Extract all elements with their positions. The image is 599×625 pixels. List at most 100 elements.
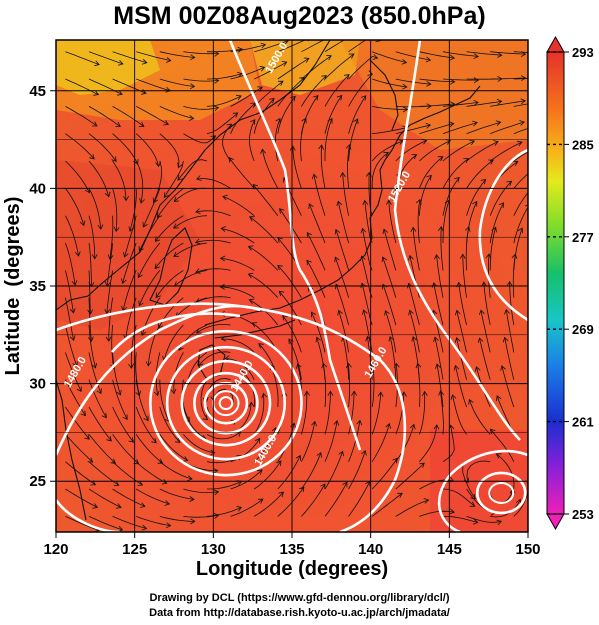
streamline <box>159 434 188 461</box>
colorbar-bottom-arrow <box>546 513 565 531</box>
streamline-arrow <box>397 492 403 498</box>
streamline-arrow <box>295 454 301 461</box>
streamline-arrow <box>104 191 111 198</box>
streamline-arrow <box>299 486 305 493</box>
streamline <box>489 227 497 271</box>
streamline-arrow <box>344 74 350 80</box>
streamline-arrow <box>210 135 217 141</box>
streamline <box>324 391 331 435</box>
streamline <box>292 146 302 189</box>
streamline <box>301 75 327 107</box>
streamline <box>65 133 95 160</box>
streamline-arrow <box>137 272 143 279</box>
streamline-arrow <box>303 57 310 63</box>
streamline <box>395 124 431 135</box>
streamline <box>389 336 397 380</box>
streamline <box>513 51 528 53</box>
streamline-arrow <box>318 144 324 150</box>
streamline <box>253 80 284 107</box>
typhoon-isobar <box>218 396 234 411</box>
streamline-arrow <box>362 309 368 315</box>
streamline <box>135 133 159 167</box>
streamline-arrow <box>496 395 502 401</box>
streamline-arrow <box>408 254 414 261</box>
streamline <box>112 188 118 232</box>
streamline-arrow <box>278 491 284 498</box>
streamline-arrow <box>213 105 220 112</box>
streamline-arrow <box>384 309 390 316</box>
height-contour <box>478 148 528 322</box>
streamline-arrow <box>348 53 355 59</box>
streamline-arrow <box>278 290 285 297</box>
streamline-arrow <box>173 196 180 202</box>
streamline <box>501 365 515 408</box>
streamline-arrow <box>411 336 417 342</box>
colorbar-tick-label: 261 <box>572 415 594 430</box>
streamline <box>301 95 319 134</box>
streamline-arrow <box>248 401 255 408</box>
streamline <box>489 141 523 162</box>
streamline-arrow <box>506 280 513 287</box>
streamline-arrow <box>311 173 318 180</box>
streamline <box>88 188 102 230</box>
streamline-arrow <box>277 80 284 86</box>
streamline-arrow <box>512 160 519 166</box>
streamline-arrow <box>163 192 170 198</box>
streamline <box>419 156 444 189</box>
streamline-arrow <box>299 77 305 83</box>
streamline <box>154 215 184 242</box>
streamline-arrow <box>107 254 114 260</box>
streamline <box>65 188 85 226</box>
x-tick-label: 135 <box>279 541 304 558</box>
streamline <box>395 139 427 162</box>
streamline <box>65 270 74 313</box>
streamline-arrow <box>532 183 537 188</box>
x-tick-label: 130 <box>201 541 226 558</box>
colorbar-tick-label: 253 <box>572 507 594 522</box>
streamline-arrow <box>372 54 379 60</box>
streamline <box>301 452 322 490</box>
streamline <box>324 451 344 490</box>
streamline-arrow <box>496 519 503 526</box>
streamline-arrow <box>158 323 164 329</box>
streamline <box>436 363 444 408</box>
streamline-arrow <box>140 330 147 336</box>
streamline <box>372 127 408 135</box>
streamline <box>112 352 121 396</box>
streamline-arrow <box>500 365 506 371</box>
streamline <box>372 106 408 110</box>
streamline-arrow <box>281 61 288 67</box>
typhoon-isobar <box>203 381 249 425</box>
streamline-arrow <box>212 467 219 474</box>
streamline <box>361 256 373 298</box>
streamline <box>65 352 82 392</box>
height-contour <box>56 304 261 456</box>
streamline-arrow <box>164 500 171 506</box>
streamline-arrow <box>76 386 82 393</box>
colorbar-top-arrow <box>546 35 565 53</box>
streamline-arrow <box>202 414 209 421</box>
typhoon-isobar <box>165 345 287 461</box>
streamline <box>254 61 287 80</box>
streamline-arrow <box>468 398 474 405</box>
low-isobar <box>475 471 527 515</box>
streamline-arrow <box>97 224 104 230</box>
streamline-arrow <box>311 311 316 318</box>
streamline-arrow <box>277 264 283 271</box>
streamline-arrow <box>88 282 95 288</box>
streamline <box>88 324 96 368</box>
streamline <box>324 118 333 161</box>
streamline-arrow <box>140 502 146 508</box>
streamline-arrow <box>260 148 266 155</box>
streamline <box>395 499 429 517</box>
streamline <box>230 498 264 517</box>
streamline <box>230 44 266 53</box>
streamline <box>469 399 491 435</box>
streamline-arrow <box>105 336 112 342</box>
streamline <box>372 51 407 63</box>
streamline-arrow <box>111 156 117 163</box>
streamline <box>490 51 526 55</box>
streamline <box>348 420 361 462</box>
